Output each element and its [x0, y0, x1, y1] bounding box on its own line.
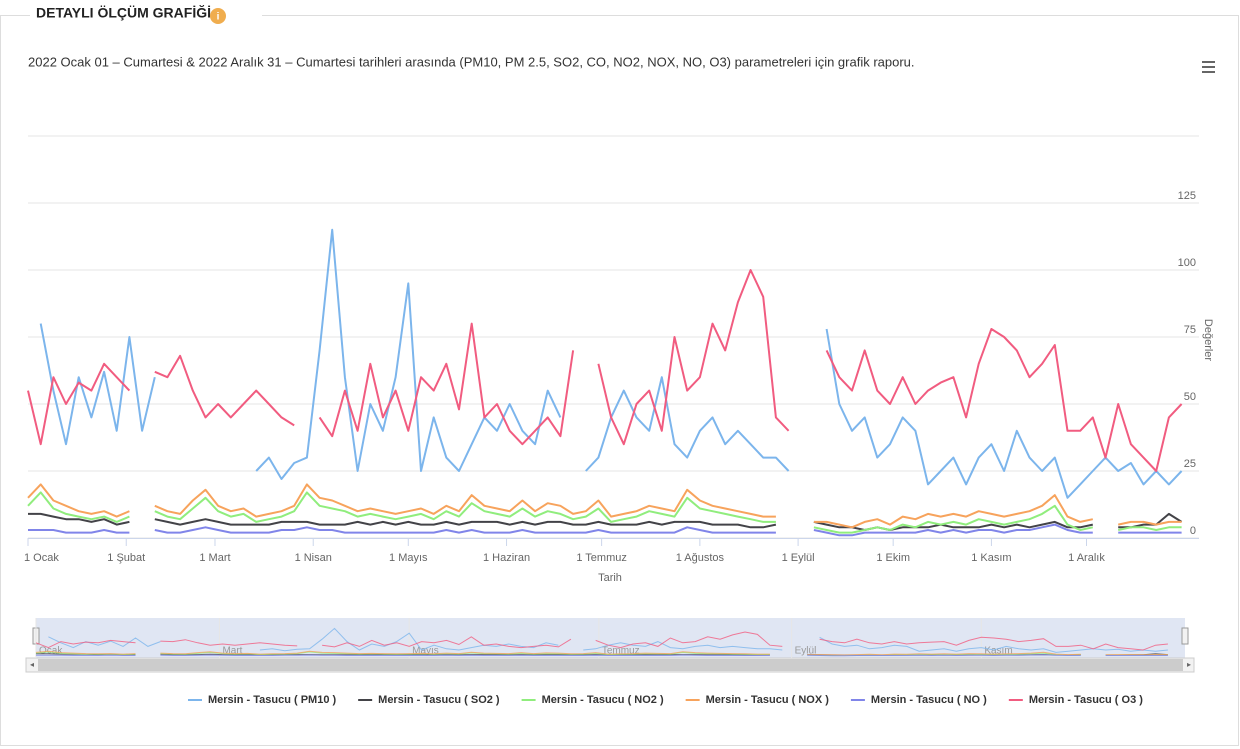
panel-border [0, 15, 1239, 746]
x-tick-label: 1 Mart [199, 552, 230, 564]
x-tick-label: 1 Nisan [295, 552, 332, 564]
y-tick-label: 75 [1184, 324, 1196, 336]
series-line [27, 269, 1183, 472]
info-icon-glyph: i [217, 12, 220, 23]
scrollbar-thumb[interactable] [38, 659, 1183, 671]
series-line [27, 483, 1182, 529]
title-bg [30, 5, 262, 25]
y-tick-label: 50 [1184, 391, 1196, 403]
chart-subtitle: 2022 Ocak 01 – Cumartesi & 2022 Aralık 3… [28, 54, 915, 69]
x-tick-label: 1 Eylül [782, 552, 815, 564]
navigator-label: Mart [222, 646, 242, 657]
x-tick-label: 1 Aralık [1068, 552, 1105, 564]
legend-label: Mersin - Tasucu ( PM10 ) [208, 694, 336, 706]
navigator-handle[interactable] [1181, 627, 1189, 645]
menu-bar [1202, 66, 1215, 68]
x-tick-label: 1 Kasım [971, 552, 1011, 564]
scroll-arrow[interactable]: ▸ [1187, 660, 1191, 669]
series-line [27, 491, 1182, 534]
legend-label: Mersin - Tasucu ( NOX ) [706, 694, 830, 706]
info-icon[interactable] [210, 8, 226, 24]
legend-item[interactable]: Mersin - Tasucu ( NO ) [850, 694, 987, 706]
menu-bar [1202, 61, 1215, 63]
legend-item[interactable]: Mersin - Tasucu ( NO2 ) [521, 694, 664, 706]
legend-item[interactable]: Mersin - Tasucu ( PM10 ) [188, 694, 336, 706]
menu-button[interactable] [1202, 61, 1215, 73]
legend-label: Mersin - Tasucu ( NO2 ) [542, 694, 664, 706]
series-line [28, 512, 1183, 531]
x-tick-label: 1 Temmuz [576, 552, 627, 564]
legend-label: Mersin - Tasucu ( NO ) [871, 694, 987, 706]
x-tick-label: 1 Ekim [876, 552, 910, 564]
y-tick-label: 125 [1178, 190, 1196, 202]
legend-item[interactable]: Mersin - Tasucu ( SO2 ) [358, 694, 500, 706]
navigator-line [35, 631, 1168, 651]
y-tick-label: 100 [1178, 257, 1196, 269]
series-line [39, 228, 1183, 499]
navigator-label: Mayıs [412, 646, 439, 657]
navigator-line [48, 627, 1168, 653]
navigator-line [36, 654, 1168, 657]
legend-item[interactable]: Mersin - Tasucu ( NOX ) [685, 694, 830, 706]
series-line [28, 523, 1182, 537]
legend-label: Mersin - Tasucu ( SO2 ) [378, 694, 500, 706]
legend-item[interactable]: Mersin - Tasucu ( O3 ) [1008, 694, 1143, 706]
x-tick-label: 1 Mayıs [389, 552, 428, 564]
scroll-arrow[interactable]: ◂ [30, 660, 34, 669]
panel-title: DETAYLI ÖLÇÜM GRAFİĞİ [36, 4, 211, 21]
navigator-label: Temmuz [602, 646, 640, 657]
navigator-label: Kasım [984, 646, 1012, 657]
y-axis-title: Değerler [1202, 319, 1214, 362]
y-tick-label: 0 [1190, 525, 1196, 537]
x-axis-title: Tarih [598, 572, 622, 584]
legend-label: Mersin - Tasucu ( O3 ) [1029, 694, 1143, 706]
x-tick-label: 1 Ağustos [676, 552, 725, 564]
menu-bar [1202, 71, 1215, 73]
navigator-line [35, 650, 1168, 656]
x-tick-label: 1 Haziran [483, 552, 530, 564]
navigator-label: Eylül [795, 646, 817, 657]
y-tick-label: 25 [1184, 458, 1196, 470]
x-tick-label: 1 Ocak [24, 552, 59, 564]
x-tick-label: 1 Şubat [107, 552, 145, 564]
